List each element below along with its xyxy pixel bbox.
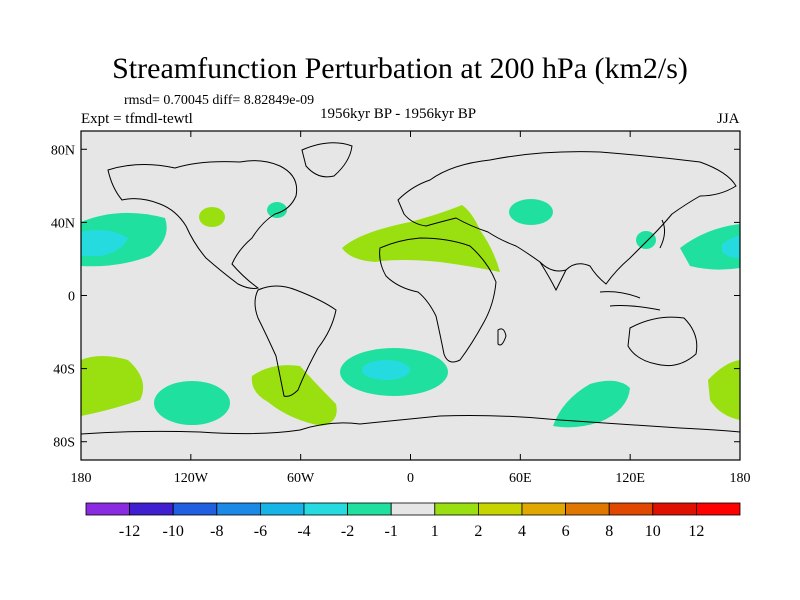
- experiment-label: Expt = tfmdl-tewtl: [81, 111, 193, 127]
- lon-tick-label: 120E: [615, 471, 645, 486]
- coast-greenland: [301, 142, 353, 178]
- coast-australia: [627, 316, 698, 367]
- longitude-ticks: 180 120W 60W 0 60E 120E 180: [71, 131, 751, 486]
- colorbar-swatch: [259, 502, 305, 516]
- lat-tick-label: 0: [68, 290, 75, 305]
- colorbar-label: 4: [518, 523, 526, 540]
- anomaly-npac-west-core: [81, 230, 128, 256]
- rmsd-diff-stats: rmsd= 0.70045 diff= 8.82849e-09: [124, 93, 315, 108]
- anomaly-central-asia: [509, 199, 553, 225]
- anomaly-spac-east: [708, 360, 740, 420]
- anomaly-sio: [553, 380, 630, 428]
- colorbar: -12 -10 -8 -6 -4 -2 -1 1 2 4 6 8 10 12: [85, 502, 741, 540]
- colorbar-label: 12: [688, 523, 704, 540]
- anomaly-npac-east-core: [722, 236, 740, 258]
- coast-india: [539, 261, 567, 292]
- anomaly-na-east: [267, 202, 287, 218]
- colorbar-label: 2: [474, 523, 482, 540]
- anomaly-sam: [251, 365, 337, 426]
- anomaly-spac-mid: [154, 381, 230, 425]
- colorbar-label: -12: [119, 523, 140, 540]
- lon-tick-label: 60E: [509, 471, 532, 486]
- colorbar-swatch: [172, 502, 218, 516]
- anomaly-spac-west: [81, 356, 144, 416]
- colorbar-label: 1: [431, 523, 439, 540]
- coast-africa: [379, 237, 497, 363]
- latitude-ticks: 80N 40N 0 40S 80S: [51, 143, 740, 451]
- colorbar-label: 8: [605, 523, 613, 540]
- colorbar-label: -2: [341, 523, 354, 540]
- colorbar-swatch: [477, 502, 523, 516]
- coast-madagascar: [497, 328, 507, 346]
- colorbar-label: -10: [163, 523, 184, 540]
- coast-japan: [659, 219, 666, 249]
- lat-tick-label: 80N: [51, 143, 75, 158]
- lon-tick-label: 0: [407, 471, 414, 486]
- anomaly-satl-core: [362, 360, 410, 380]
- anomaly-fills: [81, 199, 740, 428]
- coast-south-america: [254, 285, 337, 397]
- lon-tick-label: 180: [71, 471, 92, 486]
- colorbar-label: -6: [254, 523, 267, 540]
- colorbar-swatch: [608, 502, 654, 516]
- season-label: JJA: [717, 111, 740, 127]
- colorbar-swatch: [696, 502, 741, 516]
- coast-indonesia: [599, 291, 661, 311]
- coast-north-america: [107, 160, 298, 289]
- colorbar-swatch: [652, 502, 697, 516]
- colorbar-label: -4: [297, 523, 310, 540]
- colorbar-label: 6: [562, 523, 570, 540]
- colorbar-swatch: [85, 502, 130, 516]
- coast-eurasia: [397, 151, 737, 285]
- coast-antarctica: [80, 415, 741, 435]
- lon-tick-label: 180: [730, 471, 751, 486]
- lat-tick-label: 80S: [53, 436, 75, 451]
- lon-tick-label: 120W: [174, 471, 209, 486]
- colorbar-swatch: [434, 502, 479, 516]
- colorbar-swatch: [565, 502, 610, 516]
- colorbar-swatch: [216, 502, 261, 516]
- colorbar-label: 10: [645, 523, 661, 540]
- coastlines: [80, 142, 741, 435]
- colorbar-swatch: [303, 502, 348, 516]
- plot-title: Streamfunction Perturbation at 200 hPa (…: [112, 52, 688, 85]
- period-label: 1956kyr BP - 1956kyr BP: [320, 106, 477, 122]
- lat-tick-label: 40N: [51, 216, 75, 231]
- anomaly-na-west: [199, 207, 225, 227]
- colorbar-swatch: [390, 502, 436, 516]
- colorbar-label: -1: [385, 523, 398, 540]
- anomaly-npac-east: [680, 224, 740, 270]
- lon-tick-label: 60W: [287, 471, 315, 486]
- colorbar-swatch: [521, 502, 566, 516]
- colorbar-swatch: [347, 502, 392, 516]
- lat-tick-label: 40S: [53, 363, 75, 378]
- colorbar-swatch: [129, 502, 174, 516]
- anomaly-east-asia: [636, 231, 656, 249]
- colorbar-label: -8: [210, 523, 223, 540]
